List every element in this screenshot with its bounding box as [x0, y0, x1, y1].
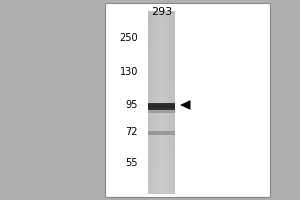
- Text: 55: 55: [125, 158, 138, 168]
- Text: 72: 72: [125, 127, 138, 137]
- Text: 95: 95: [126, 100, 138, 110]
- Text: 293: 293: [152, 7, 172, 17]
- Text: 250: 250: [119, 33, 138, 43]
- Bar: [105, 3, 270, 197]
- Text: 130: 130: [120, 67, 138, 77]
- Polygon shape: [180, 100, 190, 110]
